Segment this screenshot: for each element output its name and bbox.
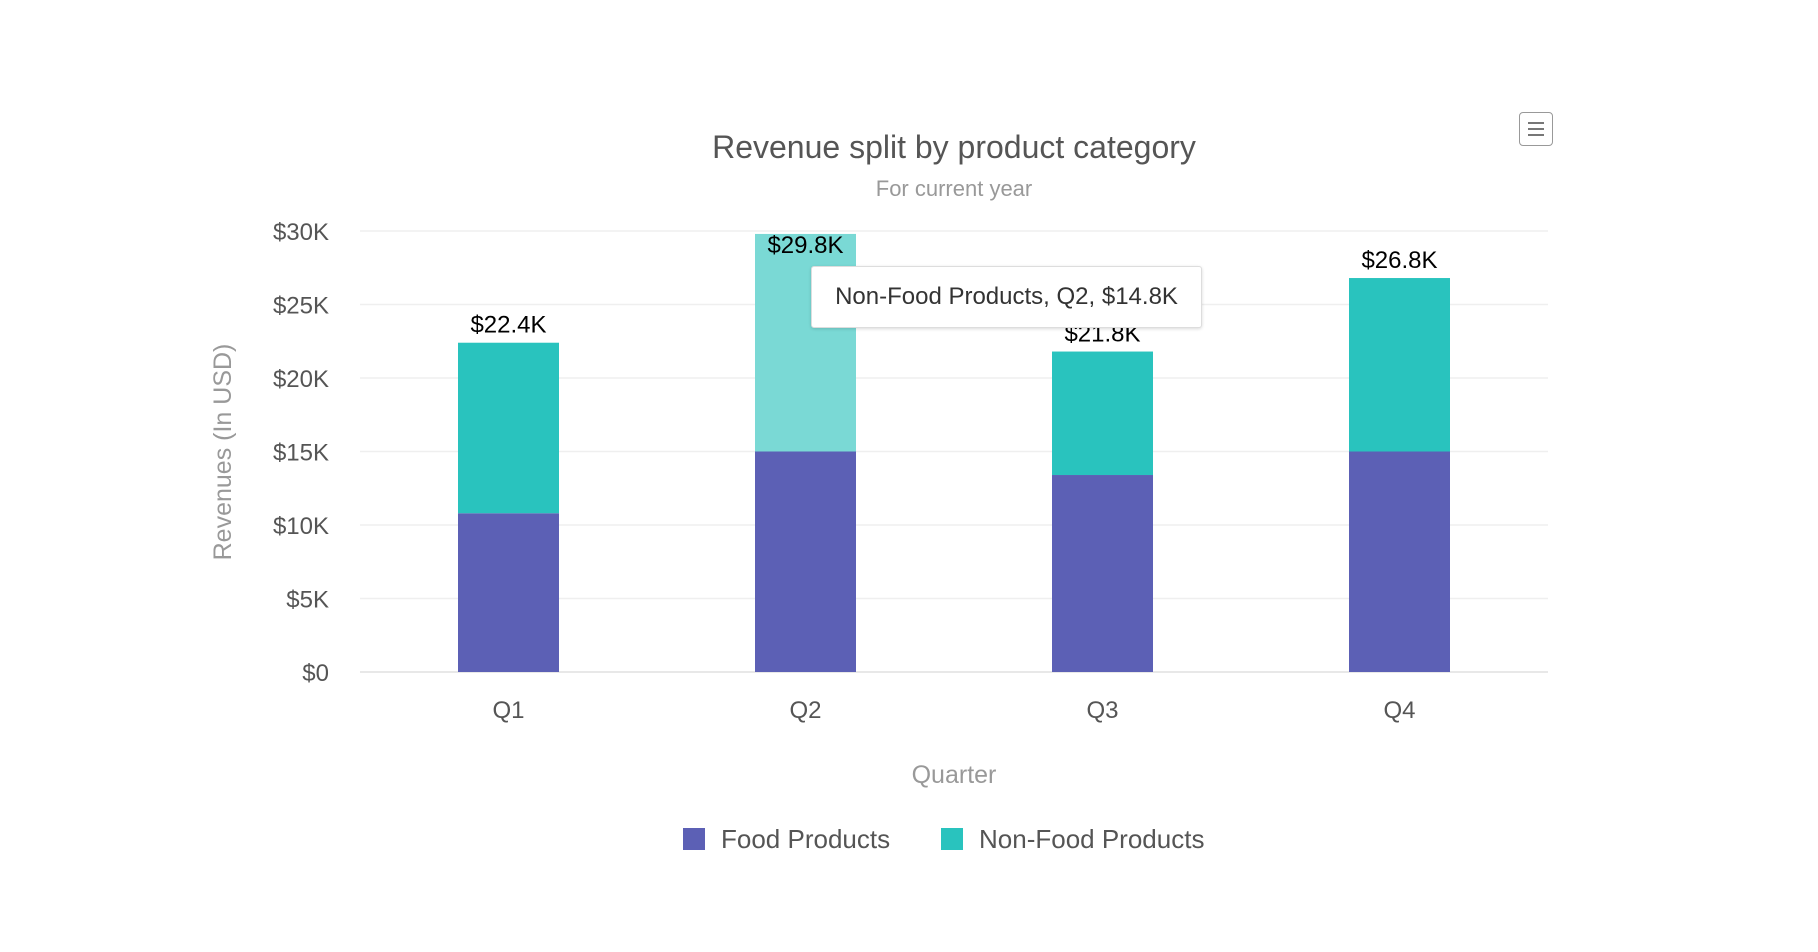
hamburger-menu-icon (1528, 122, 1544, 124)
bar-food-products-q4[interactable] (1349, 451, 1450, 673)
bar-food-products-q3[interactable] (1052, 475, 1153, 672)
y-tick-label: $10K (273, 513, 329, 540)
legend-swatch[interactable] (683, 828, 705, 850)
y-tick-label: $30K (273, 219, 329, 246)
legend-swatch[interactable] (941, 828, 963, 850)
legend-item-non-food-products[interactable]: Non-Food Products (979, 824, 1204, 854)
bar-non-food-products-q3[interactable] (1052, 351, 1153, 476)
chart-subtitle: For current year (876, 176, 1033, 201)
x-tick-label: Q1 (492, 697, 524, 724)
x-tick-label: Q4 (1383, 697, 1415, 724)
x-tick-label: Q2 (789, 697, 821, 724)
legend-item-food-products[interactable]: Food Products (721, 824, 890, 854)
y-tick-label: $25K (273, 293, 329, 320)
tooltip: Non-Food Products, Q2, $14.8K (811, 266, 1202, 328)
chart-menu-button[interactable] (1519, 112, 1553, 146)
y-tick-label: $20K (273, 366, 329, 393)
hamburger-menu-icon-line (1528, 134, 1544, 136)
bar-food-products-q1[interactable] (458, 513, 559, 672)
total-label-q4: $26.8K (1361, 247, 1437, 274)
bar-food-products-q2[interactable] (755, 451, 856, 673)
x-tick-label: Q3 (1086, 697, 1118, 724)
total-label-q1: $22.4K (470, 312, 546, 339)
bar-non-food-products-q4[interactable] (1349, 278, 1450, 452)
y-tick-label: $5K (286, 587, 329, 614)
y-axis-title: Revenues (In USD) (209, 344, 237, 561)
y-tick-label: $0 (302, 660, 329, 687)
y-tick-label: $15K (273, 440, 329, 467)
total-label-q2: $29.8K (767, 232, 843, 259)
x-axis-title: Quarter (912, 761, 997, 789)
bar-non-food-products-q1[interactable] (458, 342, 559, 514)
chart-title: Revenue split by product category (712, 129, 1196, 165)
hamburger-menu-icon-line (1528, 128, 1544, 130)
